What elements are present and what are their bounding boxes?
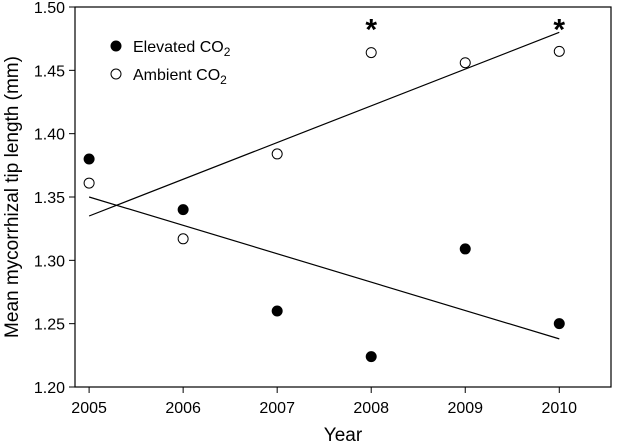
data-point-series0: [459, 243, 471, 255]
x-axis-title: Year: [324, 425, 363, 443]
data-point-series1: [271, 148, 283, 160]
x-tick-label: 2006: [165, 400, 201, 417]
y-tick-label: 1.40: [34, 127, 65, 144]
y-axis-ticks: 1.20 1.25 1.30 1.35 1.40 1.45 1.50: [34, 0, 75, 397]
x-tick-label: 2009: [447, 400, 483, 417]
legend: Elevated CO2 Ambient CO2: [110, 39, 231, 87]
legend-label-elevated: Elevated CO2: [133, 39, 231, 59]
legend-marker-ambient: [110, 68, 122, 80]
data-point-series0: [177, 204, 189, 216]
legend-label-ambient: Ambient CO2: [133, 67, 227, 87]
x-tick-label: 2008: [353, 400, 389, 417]
trend-line-0: [88, 196, 560, 340]
x-tick-label: 2005: [71, 400, 107, 417]
data-point-series1: [459, 57, 471, 69]
y-tick-label: 1.45: [34, 63, 65, 80]
y-tick-label: 1.25: [34, 317, 65, 334]
data-point-series0: [83, 153, 95, 165]
x-tick-label: 2007: [259, 400, 295, 417]
data-point-series0: [271, 305, 283, 317]
significance-asterisk: *: [365, 13, 377, 46]
data-points: [83, 45, 565, 363]
data-point-series0: [553, 318, 565, 330]
y-axis-title: Mean mycorrhizal tip length (mm): [2, 56, 23, 338]
data-point-series1: [177, 233, 189, 245]
significance-annotations: * *: [365, 13, 565, 46]
data-point-series1: [83, 177, 95, 189]
legend-marker-elevated: [110, 40, 122, 52]
data-point-series0: [365, 351, 377, 363]
y-tick-label: 1.20: [34, 380, 65, 397]
significance-asterisk: *: [553, 13, 565, 46]
data-point-series1: [365, 47, 377, 59]
data-point-series1: [553, 45, 565, 57]
y-tick-label: 1.30: [34, 253, 65, 270]
y-tick-label: 1.50: [34, 0, 65, 17]
x-axis-ticks: 2005 2006 2007 2008 2009 2010: [71, 387, 577, 417]
y-tick-label: 1.35: [34, 190, 65, 207]
trend-line-1: [88, 31, 560, 217]
trend-lines: [88, 31, 560, 340]
x-tick-label: 2010: [541, 400, 577, 417]
